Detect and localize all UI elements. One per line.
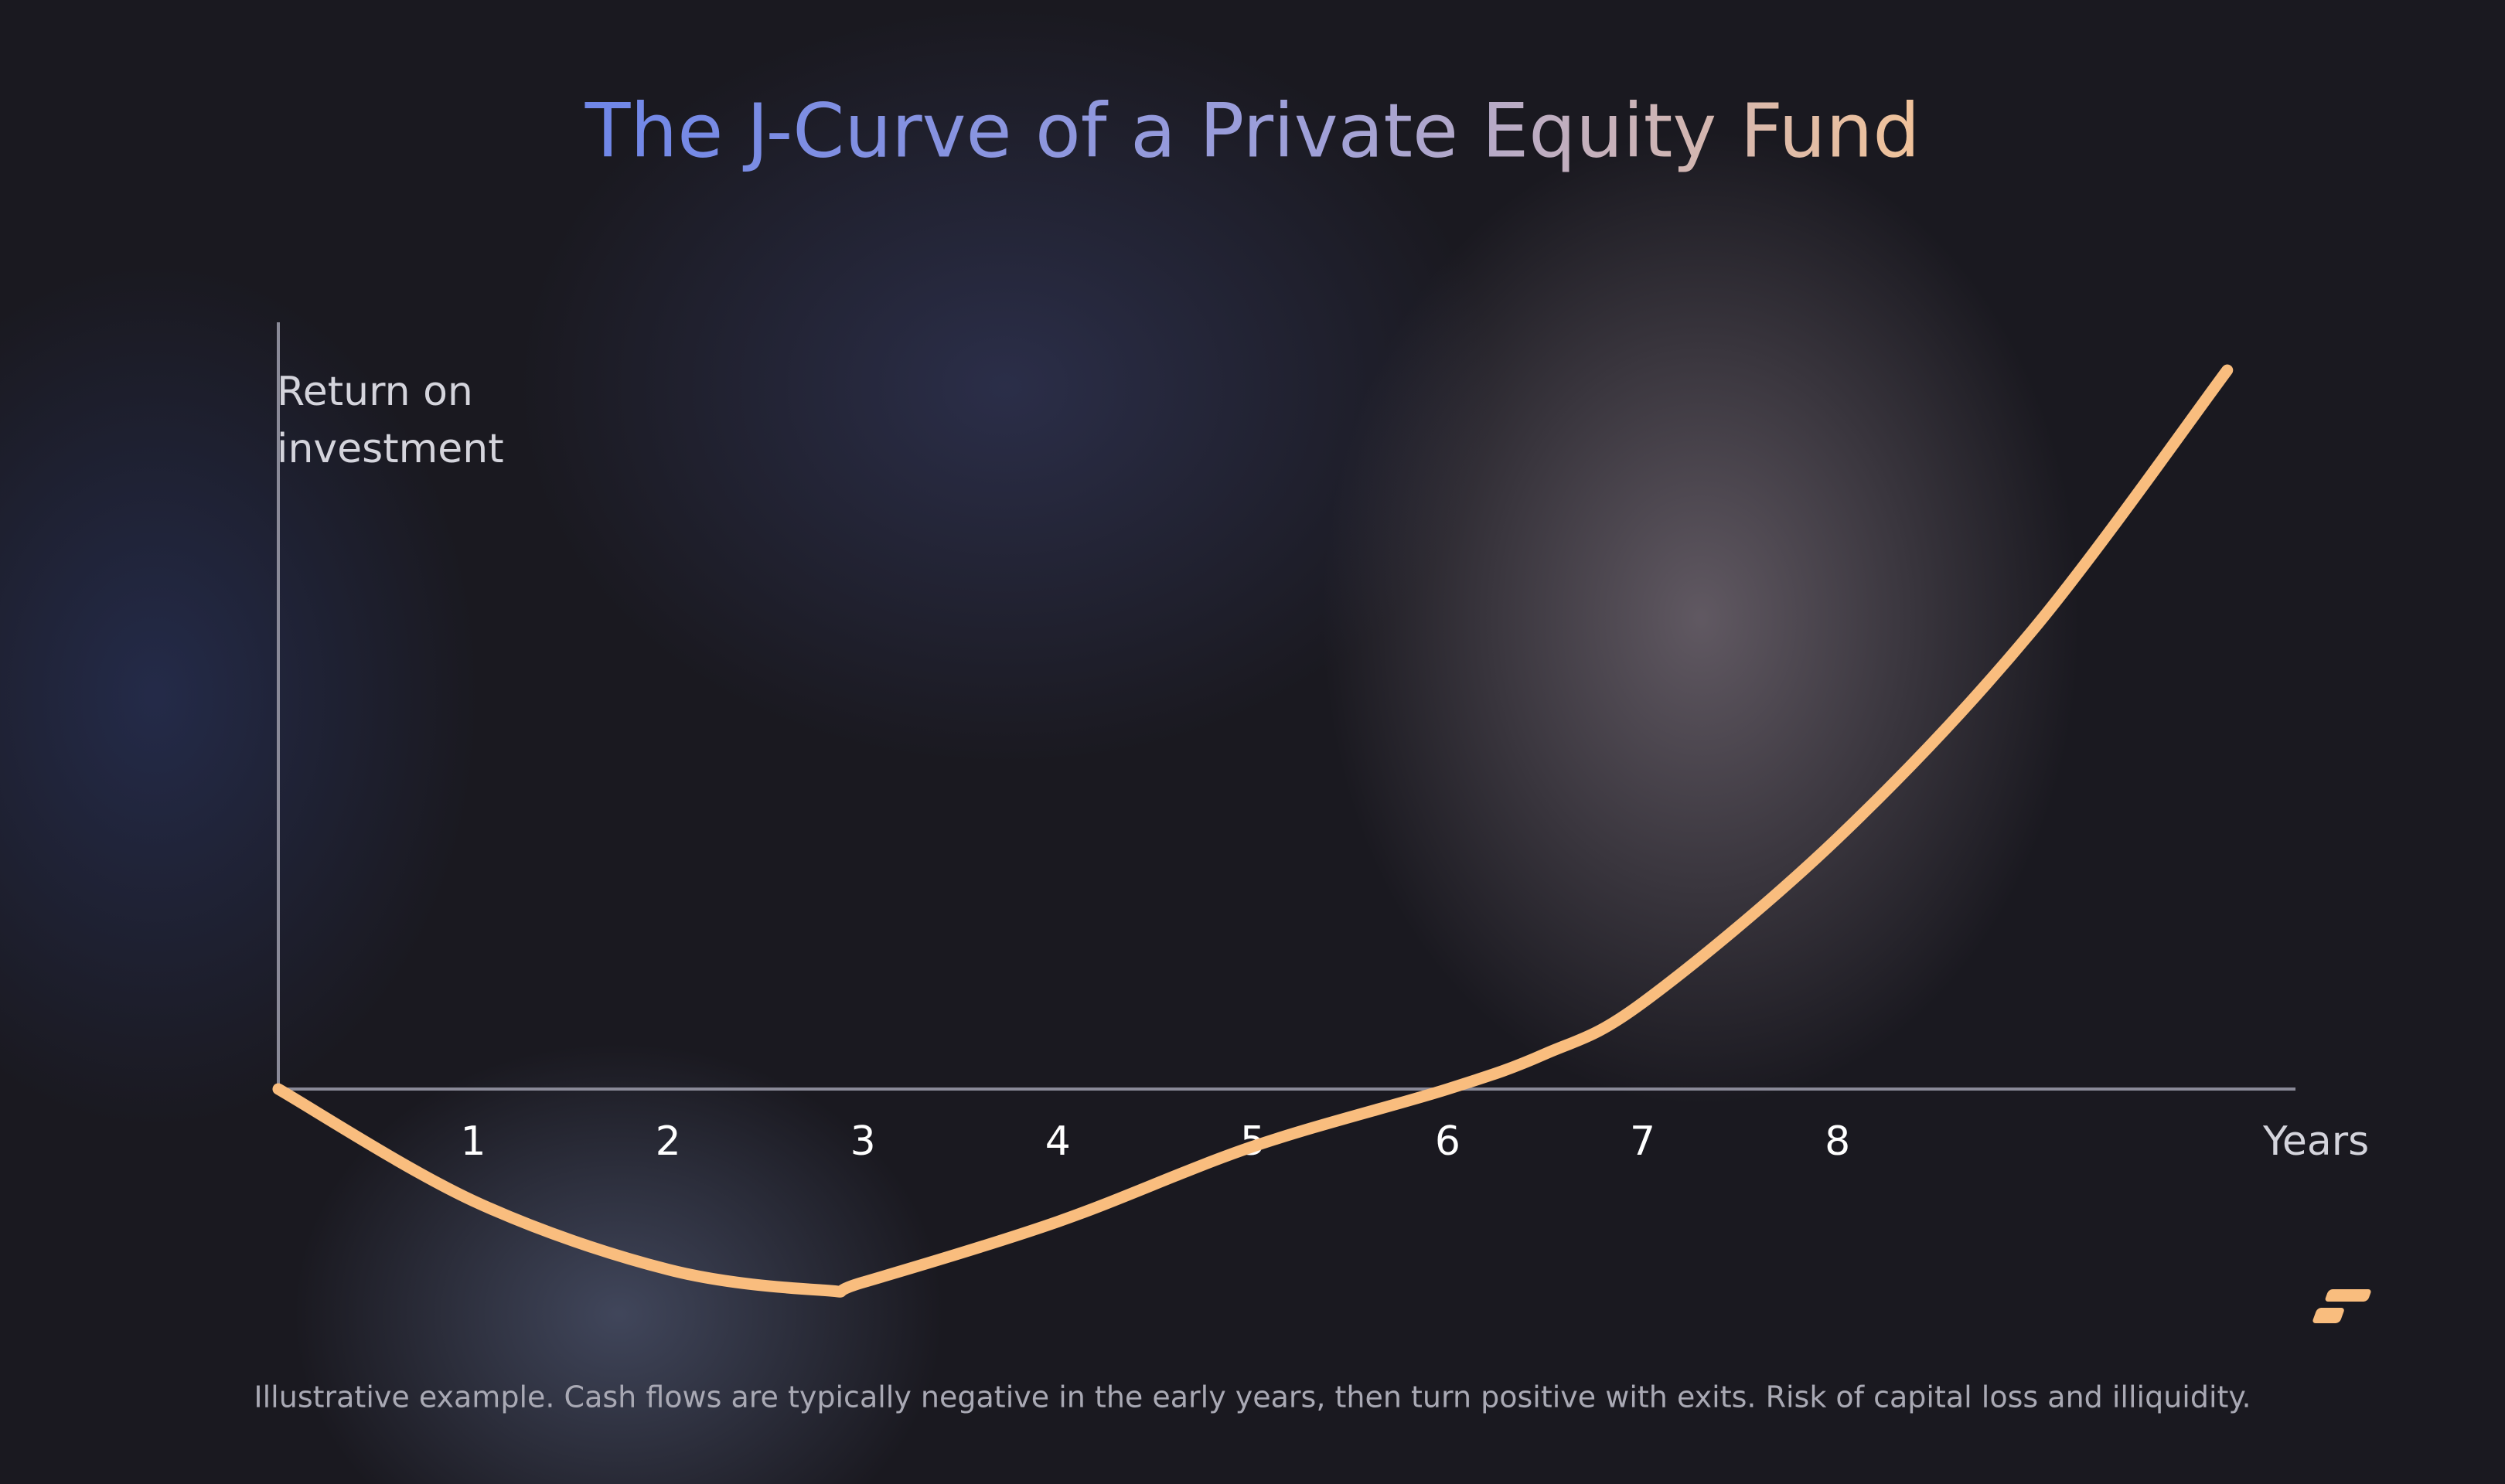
y-axis-label: Return on investment — [277, 369, 504, 472]
x-tick-label: 3 — [850, 1118, 876, 1165]
x-axis-label: Years — [2262, 1118, 2369, 1165]
logo — [2312, 1289, 2371, 1323]
j-curve — [272, 364, 2234, 1298]
x-tick-label: 6 — [1435, 1118, 1460, 1165]
x-tick-label: 1 — [461, 1118, 486, 1165]
x-tick-label: 7 — [1630, 1118, 1655, 1165]
x-tick-label: 4 — [1045, 1118, 1071, 1165]
footnote: Illustrative example. Cash flows are typ… — [254, 1380, 2251, 1414]
x-tick-label: 8 — [1825, 1118, 1850, 1165]
x-tick-label: 2 — [656, 1118, 681, 1165]
chart-title: The J-Curve of a Private Equity Fund — [584, 87, 1920, 174]
